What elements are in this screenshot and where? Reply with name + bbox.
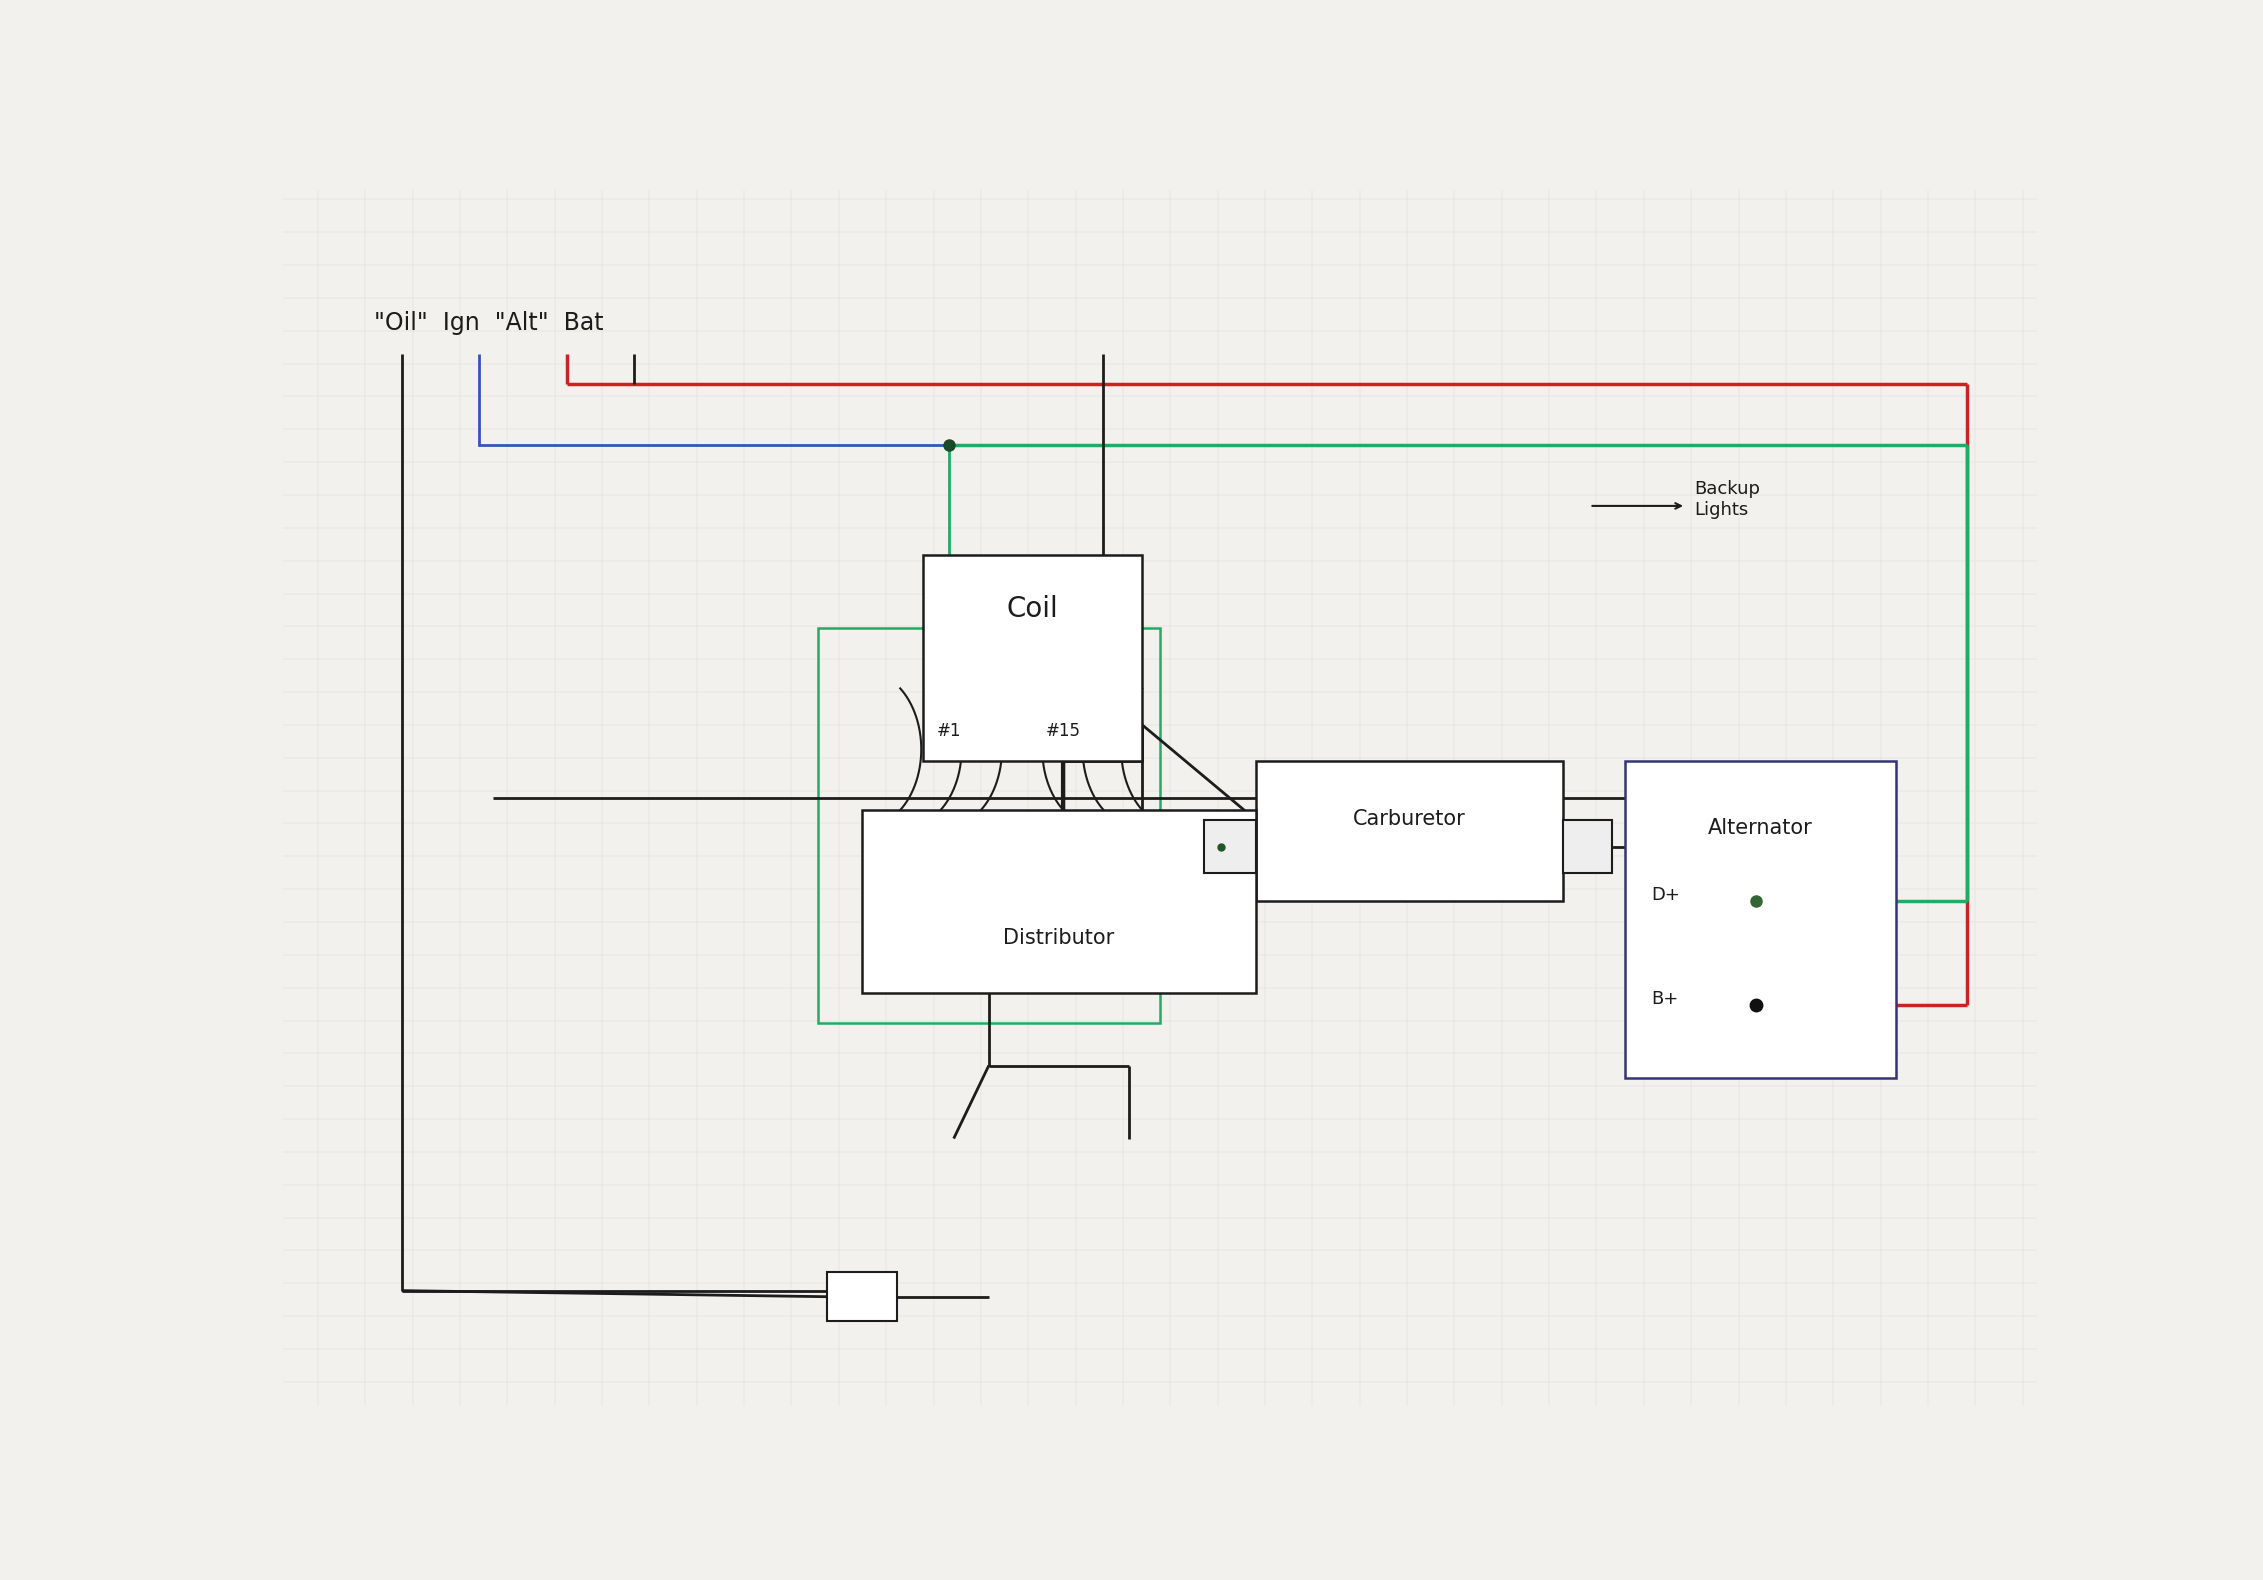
- Text: #1: #1: [937, 722, 962, 739]
- Text: #15: #15: [1046, 722, 1082, 739]
- Text: Backup
Lights: Backup Lights: [1695, 480, 1761, 520]
- Bar: [817, 627, 1159, 1022]
- Text: Coil: Coil: [1007, 596, 1059, 624]
- Text: B+: B+: [1652, 989, 1679, 1008]
- Bar: [1204, 820, 1256, 874]
- Text: Alternator: Alternator: [1709, 818, 1813, 839]
- Text: D+: D+: [1652, 886, 1679, 904]
- Text: Distributor: Distributor: [1003, 927, 1116, 948]
- Bar: [1256, 762, 1564, 901]
- Bar: [826, 1272, 896, 1321]
- Bar: [862, 811, 1256, 992]
- Text: "Oil"  Ign  "Alt"  Bat: "Oil" Ign "Alt" Bat: [373, 311, 604, 335]
- Text: Carburetor: Carburetor: [1353, 809, 1466, 830]
- Bar: [1625, 762, 1896, 1078]
- Bar: [1564, 820, 1611, 874]
- Bar: [923, 555, 1143, 762]
